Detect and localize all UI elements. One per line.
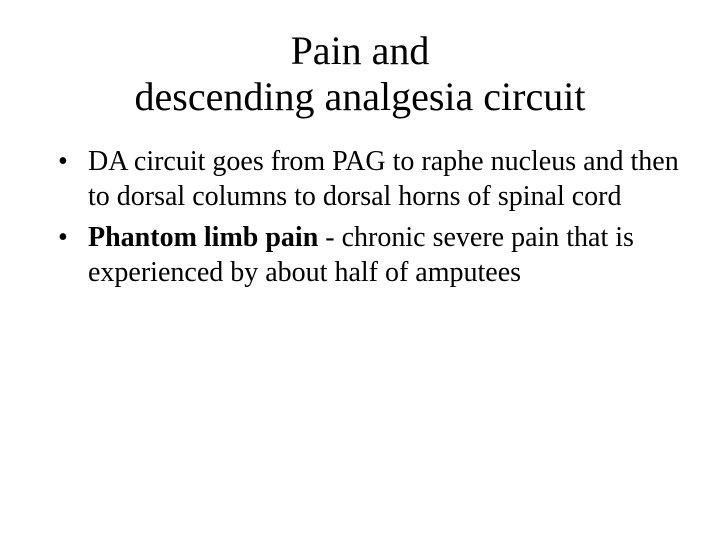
list-item: Phantom limb pain - chronic severe pain … [50, 220, 680, 290]
title-line-1: Pain and [291, 28, 430, 73]
bullet-bold-prefix: Phantom limb pain [88, 222, 318, 253]
title-line-2: descending analgesia circuit [135, 74, 586, 119]
slide-title: Pain and descending analgesia circuit [40, 28, 680, 120]
list-item: DA circuit goes from PAG to raphe nucleu… [50, 144, 680, 214]
bullet-list: DA circuit goes from PAG to raphe nucleu… [50, 144, 680, 290]
slide: Pain and descending analgesia circuit DA… [0, 0, 720, 540]
bullet-text: DA circuit goes from PAG to raphe nucleu… [88, 146, 679, 212]
